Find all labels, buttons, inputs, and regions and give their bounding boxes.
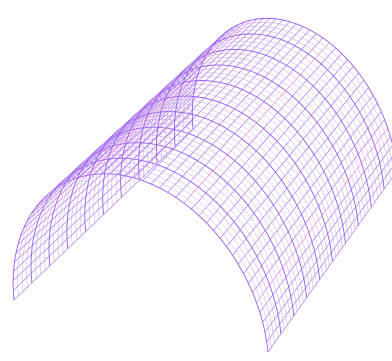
fine-rib	[62, 131, 303, 302]
fine-rib	[40, 151, 287, 325]
arch-rib	[67, 127, 307, 298]
page: (() => { const data = JSON.parse(documen…	[0, 0, 392, 361]
arch-rib	[31, 158, 281, 334]
longitudinal-line	[267, 163, 392, 343]
fine-rib	[36, 154, 285, 329]
wireframe-render	[0, 0, 392, 361]
longitudinal-line	[268, 171, 392, 352]
fine-rib	[76, 119, 313, 288]
arch-rib	[192, 18, 392, 171]
fine-rib	[27, 162, 278, 338]
